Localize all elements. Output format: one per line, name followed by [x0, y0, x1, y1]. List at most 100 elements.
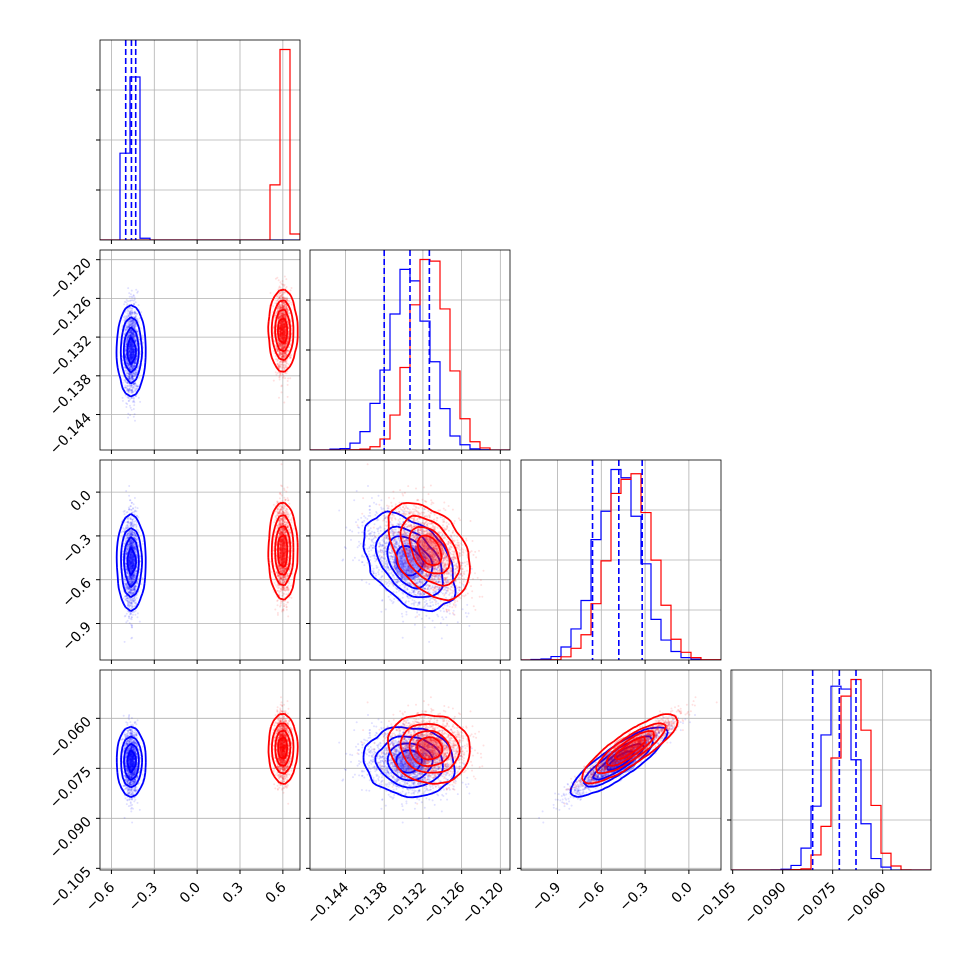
sample-point	[283, 312, 286, 315]
sample-point	[130, 352, 133, 355]
sample-point	[128, 347, 130, 350]
sample-point	[132, 391, 134, 394]
sample-point	[130, 330, 133, 333]
sample-point	[129, 352, 132, 355]
sample-point	[135, 373, 138, 376]
sample-point	[282, 332, 285, 335]
sample-point	[281, 321, 283, 324]
sample-point	[131, 365, 133, 367]
sample-point	[278, 376, 281, 379]
sample-point	[135, 328, 138, 331]
sample-point	[281, 331, 284, 334]
sample-point	[128, 349, 131, 352]
sample-point	[134, 373, 137, 376]
sample-point	[282, 301, 285, 304]
sample-point	[127, 364, 130, 367]
sample-point	[284, 366, 287, 369]
sample-point	[285, 359, 288, 362]
sample-point	[124, 386, 127, 389]
sample-point	[272, 379, 275, 382]
panel-1-0	[96, 250, 300, 454]
sample-point	[124, 356, 127, 358]
sample-point	[130, 339, 133, 342]
sample-point	[133, 333, 136, 336]
sample-point	[282, 312, 285, 314]
sample-point	[128, 373, 131, 376]
sample-point	[133, 310, 136, 313]
sample-point	[129, 365, 132, 367]
sample-point	[131, 351, 134, 354]
sample-point	[132, 336, 135, 338]
sample-point	[121, 396, 124, 399]
sample-point	[127, 397, 130, 400]
sample-point	[279, 337, 282, 340]
sample-point	[280, 328, 283, 331]
sample-point	[278, 305, 281, 308]
sample-point	[128, 345, 131, 348]
sample-point	[134, 371, 137, 374]
sample-point	[283, 328, 286, 331]
sample-point	[133, 303, 135, 305]
sample-point	[129, 353, 132, 356]
sample-point	[131, 354, 133, 357]
sample-point	[130, 328, 133, 331]
sample-point	[132, 353, 135, 356]
sample-point	[130, 344, 133, 347]
sample-point	[127, 337, 130, 340]
sample-point	[283, 401, 286, 404]
sample-point	[130, 332, 133, 335]
sample-point	[126, 316, 129, 319]
sample-point	[127, 362, 130, 365]
sample-point	[129, 356, 132, 359]
sample-point	[274, 302, 277, 305]
sample-point	[276, 372, 279, 374]
sample-point	[123, 379, 126, 382]
sample-point	[280, 314, 283, 316]
sample-point	[132, 311, 135, 314]
sample-point	[283, 327, 286, 329]
sample-point	[132, 399, 135, 402]
sample-point	[279, 314, 282, 317]
sample-point	[130, 319, 132, 322]
sample-point	[280, 325, 283, 328]
sample-point	[274, 299, 277, 302]
sample-point	[127, 310, 130, 313]
sample-point	[130, 329, 133, 332]
sample-point	[282, 333, 285, 336]
sample-point	[129, 389, 132, 391]
sample-point	[134, 339, 137, 342]
sample-point	[128, 350, 131, 353]
sample-point	[130, 358, 133, 361]
sample-point	[134, 301, 137, 304]
sample-point	[128, 364, 131, 367]
sample-point	[133, 332, 135, 335]
sample-point	[130, 380, 133, 383]
sample-point	[275, 373, 278, 376]
sample-point	[127, 375, 130, 378]
sample-point	[132, 336, 135, 339]
sample-point	[136, 291, 139, 294]
sample-point	[126, 362, 129, 365]
histogram-step	[521, 473, 721, 660]
sample-point	[125, 380, 127, 383]
sample-point	[127, 325, 130, 328]
sample-point	[125, 359, 128, 362]
sample-point	[130, 341, 133, 344]
sample-point	[130, 320, 133, 323]
sample-point	[132, 408, 135, 410]
sample-point	[131, 377, 134, 380]
panel-3-1	[306, 670, 510, 874]
sample-point	[134, 339, 137, 342]
sample-point	[131, 322, 134, 325]
sample-point	[278, 292, 281, 295]
sample-point	[132, 356, 135, 359]
sample-point	[132, 397, 135, 400]
sample-point	[125, 317, 127, 320]
sample-point	[131, 354, 134, 357]
sample-point	[126, 388, 129, 391]
sample-point	[131, 299, 134, 302]
sample-point	[279, 326, 282, 329]
sample-point	[131, 378, 134, 381]
sample-point	[133, 296, 136, 299]
sample-point	[131, 347, 134, 350]
